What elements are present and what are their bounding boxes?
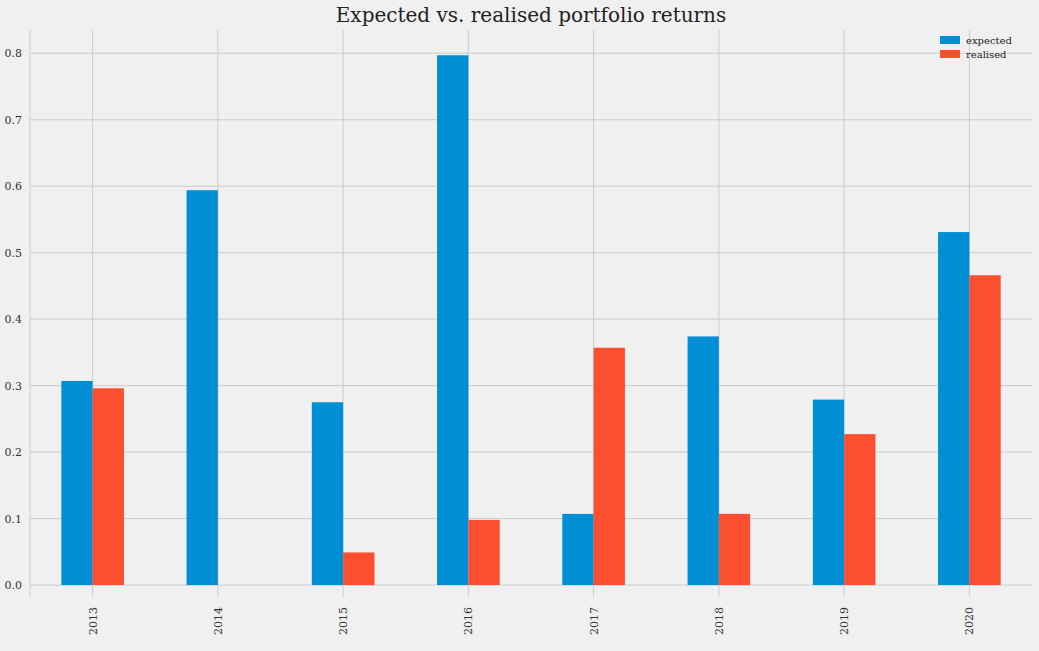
bar [312,402,343,585]
background [0,0,1039,651]
y-grid-line [30,452,1032,453]
y-tick-label: 0.7 [5,114,23,127]
y-tick-label: 0.2 [5,446,23,459]
x-tick-label: 2019 [838,607,851,635]
x-tick-label: 2015 [337,607,350,635]
x-tick-label: 2018 [713,607,726,635]
bar [93,388,124,585]
y-grid-line [30,518,1032,519]
bar [594,348,625,585]
y-grid-line [30,119,1032,120]
chart-svg: 0.0 0.1 0.2 0.3 0.4 0.5 0.6 0.7 0.8 2013 2014 2015 2… [0,0,1039,651]
bar [969,275,1000,585]
y-grid-line [30,186,1032,187]
chart-container: 0.0 0.1 0.2 0.3 0.4 0.5 0.6 0.7 0.8 2013 2014 2015 2… [0,0,1039,651]
x-tick-label: 2017 [588,607,601,635]
bar [813,400,844,585]
y-tick-label: 0.0 [5,579,23,592]
y-tick-label: 0.4 [5,313,23,326]
bar [343,552,374,585]
x-tick-label: 2013 [87,607,100,635]
bars [61,55,1000,585]
y-tick-label: 0.5 [5,247,23,260]
y-grid-line [30,385,1032,386]
legend-label: realised [966,49,1007,60]
title: Expected vs. realised portfolio returns [336,3,727,27]
bar [844,434,875,585]
bar [437,55,468,585]
bar [562,514,593,585]
legend: expected realised [940,35,1012,60]
legend-swatch [940,36,960,44]
y-tick-label: 0.3 [5,380,23,393]
x-tick-label: 2020 [963,607,976,635]
x-tick-label: 2014 [212,607,225,635]
y-tick-label: 0.1 [5,513,23,526]
y-tick-label: 0.8 [5,47,23,60]
y-grid-line [30,585,1032,586]
bar [218,585,249,586]
bar [688,336,719,585]
bar [468,520,499,585]
bar [187,190,218,585]
bar [61,381,92,585]
y-grid-line [30,319,1032,320]
bar [938,232,969,585]
y-axis-line [30,30,31,597]
legend-label: expected [966,35,1012,46]
y-tick-label: 0.6 [5,180,23,193]
bar [719,514,750,585]
x-tick-label: 2016 [462,607,475,635]
y-grid-line [30,53,1032,54]
y-grid-line [30,252,1032,253]
legend-swatch [940,50,960,58]
